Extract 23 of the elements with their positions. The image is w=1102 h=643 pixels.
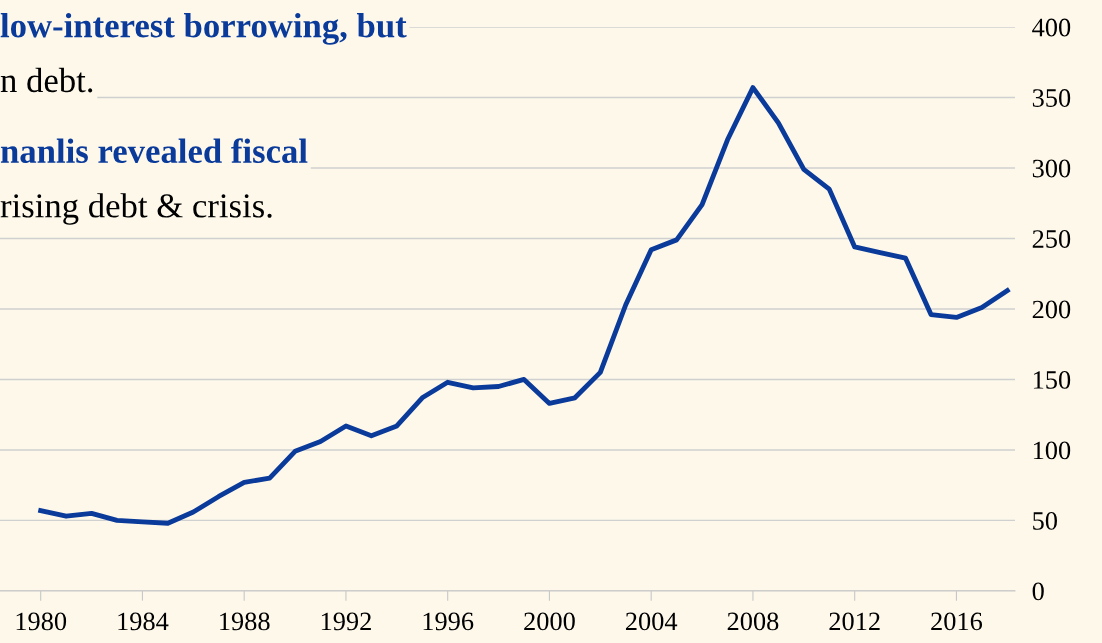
y-tick-label: 200 [1032,300,1071,319]
y-tick-label: 350 [1032,89,1071,107]
x-tick-label: 2000 [524,612,575,631]
x-tick-label: 1996 [423,612,474,631]
annotation: rising debt & crisis. [0,193,272,225]
annotation: nanlis revealed fiscal [0,138,308,164]
annotation: low-interest borrowing, but [0,13,407,45]
x-tick-label: 2004 [625,612,678,631]
y-tick-label: 400 [1032,18,1071,37]
y-tick-label: 50 [1033,512,1057,530]
x-tick-label: 1984 [118,612,169,631]
y-tick-label: 100 [1033,441,1071,460]
x-tick-label: 2008 [727,612,779,631]
annotation: n debt. [0,67,93,93]
x-tick-label: 2012 [829,612,880,631]
y-tick-label: 250 [1032,230,1071,248]
x-tick-label: 2016 [931,612,983,631]
y-tick-label: 300 [1032,159,1071,178]
y-tick-label: 150 [1033,371,1071,389]
x-tick-label: 1988 [220,612,270,631]
x-tick-label: 1992 [321,612,371,631]
x-tick-label: 1980 [16,612,67,631]
y-tick-label: 0 [1032,582,1044,601]
